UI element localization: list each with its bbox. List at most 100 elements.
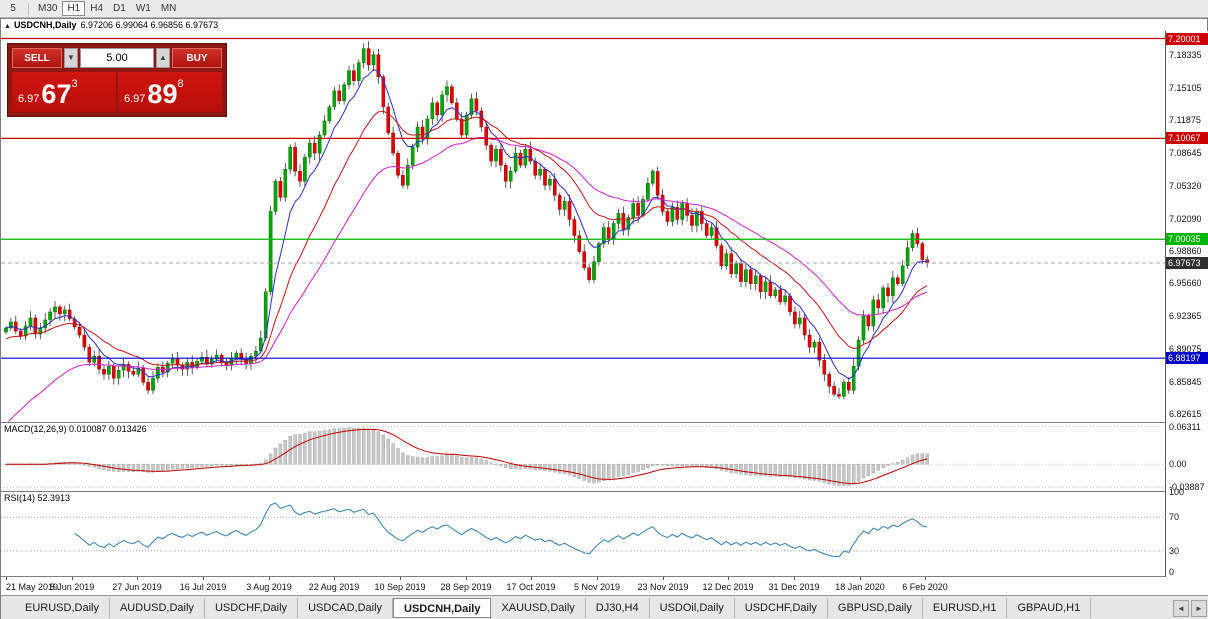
price-axis-label: 7.05320 bbox=[1169, 181, 1202, 191]
timeframe-toolbar: 5 M30 H1 H4 D1 W1 MN bbox=[0, 0, 1208, 18]
timeframe-button-w1[interactable]: W1 bbox=[135, 3, 151, 14]
volume-down-icon[interactable]: ▼ bbox=[64, 48, 78, 68]
price-axis-label: 7.11875 bbox=[1169, 115, 1201, 125]
chart-tab[interactable]: GBPAUD,H1 bbox=[1007, 598, 1092, 618]
rsi-axis-label: 100 bbox=[1169, 487, 1185, 497]
time-axis[interactable]: 21 May 2019 8 Jun 2019 27 Jun 2019 16 Jul 2… bbox=[1, 577, 1208, 595]
date-label: 31 Dec 2019 bbox=[768, 582, 820, 592]
chart-tab[interactable]: USDCNH,Daily bbox=[393, 598, 492, 618]
price-axis[interactable]: 7.18335 7.15105 7.11875 7.08645 7.05320 7.020… bbox=[1165, 31, 1208, 577]
one-click-trading-panel: SELL ▼ 5.00 ▲ BUY 6.97 67 3 6.97 89 8 bbox=[7, 43, 227, 117]
chart-tab[interactable]: XAUUSD,Daily bbox=[491, 598, 586, 618]
rsi-axis-label: 0 bbox=[1169, 567, 1175, 577]
ask-price-big: 89 bbox=[147, 79, 178, 109]
buy-button[interactable]: BUY bbox=[172, 48, 222, 68]
collapse-one-click-icon[interactable]: ▲ bbox=[4, 23, 11, 30]
date-label: 22 Aug 2019 bbox=[308, 582, 360, 592]
price-axis-label: 6.95660 bbox=[1169, 278, 1202, 288]
rsi-panel[interactable]: RSI(14) 52.3913 bbox=[1, 492, 1165, 576]
time-axis-tick bbox=[400, 577, 401, 580]
timeframe-button-d1[interactable]: D1 bbox=[113, 3, 126, 14]
price-axis-label: 6.92365 bbox=[1169, 311, 1202, 321]
price-level-badge: 7.20001 bbox=[1166, 33, 1208, 45]
volume-up-icon[interactable]: ▲ bbox=[156, 48, 170, 68]
bid-price-small: 6.97 bbox=[18, 93, 40, 105]
timeframe-button-5[interactable]: 5 bbox=[10, 3, 16, 14]
ask-price-sup: 8 bbox=[177, 78, 184, 90]
price-axis-label: 6.89075 bbox=[1169, 344, 1202, 354]
panel-separator bbox=[1, 491, 1208, 492]
chart-tab[interactable]: USDOil,Daily bbox=[650, 598, 735, 618]
timeframe-button-m30[interactable]: M30 bbox=[38, 3, 58, 14]
date-label: 16 Jul 2019 bbox=[179, 582, 227, 592]
macd-chart[interactable] bbox=[1, 423, 1165, 491]
rsi-axis-label: 70 bbox=[1169, 512, 1180, 522]
date-label: 18 Jan 2020 bbox=[835, 582, 885, 592]
price-axis-label: 7.18335 bbox=[1169, 50, 1202, 60]
chart-tab[interactable]: USDCAD,Daily bbox=[298, 598, 394, 618]
time-axis-tick bbox=[72, 577, 73, 580]
chart-tabs: EURUSD,Daily AUDUSD,Daily USDCHF,Daily USDC… bbox=[15, 598, 1092, 618]
chart-tab[interactable]: DJ30,H4 bbox=[586, 598, 650, 618]
chart-tab[interactable]: EURUSD,H1 bbox=[923, 598, 1008, 618]
macd-axis-label: -0.03887 bbox=[1169, 482, 1205, 492]
candlestick-chart[interactable] bbox=[1, 31, 1165, 426]
chart-window: ▲ USDCNH,Daily 6.97206 6.99064 6.96856 6.9… bbox=[0, 18, 1208, 619]
macd-label: MACD(12,26,9) 0.010087 0.013426 bbox=[4, 424, 147, 434]
price-chart-canvas[interactable] bbox=[1, 31, 1165, 426]
time-axis-tick bbox=[663, 577, 664, 580]
bid-price-display[interactable]: 6.97 67 3 bbox=[12, 72, 116, 112]
chart-tab[interactable]: USDCHF,Daily bbox=[735, 598, 828, 618]
tabs-scroll-right-icon[interactable]: ► bbox=[1191, 600, 1207, 617]
date-label: 28 Sep 2019 bbox=[440, 582, 492, 592]
macd-axis-label: 0.00 bbox=[1169, 459, 1187, 469]
ask-price-display[interactable]: 6.97 89 8 bbox=[118, 72, 222, 112]
price-axis-label: 6.85845 bbox=[1169, 377, 1202, 387]
date-label: 8 Jun 2019 bbox=[49, 582, 95, 592]
date-label: 6 Feb 2020 bbox=[902, 582, 948, 592]
date-label: 23 Nov 2019 bbox=[637, 582, 689, 592]
volume-input[interactable]: 5.00 bbox=[80, 48, 154, 68]
time-axis-tick bbox=[6, 577, 7, 580]
panel-separator bbox=[1, 576, 1208, 577]
time-axis-tick bbox=[466, 577, 467, 580]
price-level-badge: 6.88197 bbox=[1166, 352, 1208, 364]
time-axis-tick bbox=[531, 577, 532, 580]
bid-price-big: 67 bbox=[41, 79, 72, 109]
date-label: 21 May 2019 bbox=[6, 582, 59, 592]
price-level-badge: 7.00035 bbox=[1166, 233, 1208, 245]
time-axis-tick bbox=[269, 577, 270, 580]
timeframe-button-h4[interactable]: H4 bbox=[90, 3, 104, 14]
chart-tab[interactable]: GBPUSD,Daily bbox=[828, 598, 923, 618]
chart-tab[interactable]: USDCHF,Daily bbox=[205, 598, 299, 618]
date-label: 3 Aug 2019 bbox=[246, 582, 292, 592]
time-axis-tick bbox=[334, 577, 335, 580]
chart-tab[interactable]: EURUSD,Daily bbox=[15, 598, 110, 618]
time-axis-tick bbox=[203, 577, 204, 580]
rsi-chart[interactable] bbox=[1, 492, 1165, 576]
sell-button[interactable]: SELL bbox=[12, 48, 62, 68]
time-axis-tick bbox=[794, 577, 795, 580]
tabs-scroll-left-icon[interactable]: ◄ bbox=[1173, 600, 1189, 617]
price-axis-label: 7.02090 bbox=[1169, 214, 1202, 224]
date-label: 10 Sep 2019 bbox=[374, 582, 426, 592]
rsi-axis-label: 30 bbox=[1169, 546, 1180, 556]
time-axis-tick bbox=[860, 577, 861, 580]
date-label: 12 Dec 2019 bbox=[702, 582, 754, 592]
ask-price-small: 6.97 bbox=[124, 93, 146, 105]
date-label: 27 Jun 2019 bbox=[112, 582, 162, 592]
time-axis-tick bbox=[728, 577, 729, 580]
price-axis-label: 6.98860 bbox=[1169, 246, 1202, 256]
timeframe-button-mn[interactable]: MN bbox=[160, 3, 177, 14]
chart-tab[interactable]: AUDUSD,Daily bbox=[110, 598, 205, 618]
chart-title: ▲ USDCNH,Daily 6.97206 6.99064 6.96856 6.9… bbox=[1, 19, 1207, 31]
macd-panel[interactable]: MACD(12,26,9) 0.010087 0.013426 bbox=[1, 423, 1165, 491]
date-label: 17 Oct 2019 bbox=[506, 582, 556, 592]
price-level-badge: 7.10067 bbox=[1166, 132, 1208, 144]
panel-separator bbox=[1, 422, 1208, 423]
timeframe-button-h1[interactable]: H1 bbox=[62, 1, 86, 16]
time-axis-tick bbox=[925, 577, 926, 580]
toolbar-separator bbox=[28, 2, 29, 15]
bid-price-sup: 3 bbox=[71, 78, 78, 90]
